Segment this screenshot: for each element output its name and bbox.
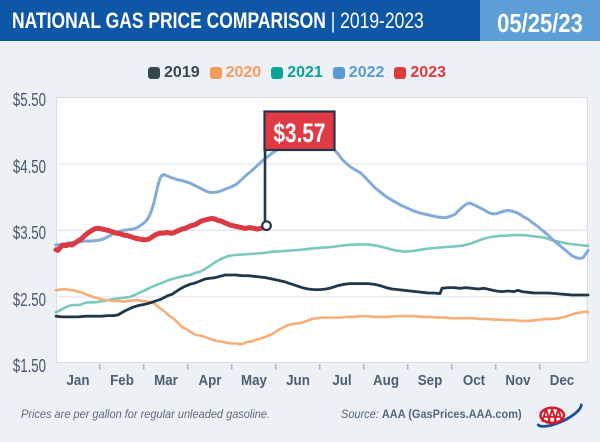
svg-text:$3.57: $3.57	[274, 119, 326, 149]
